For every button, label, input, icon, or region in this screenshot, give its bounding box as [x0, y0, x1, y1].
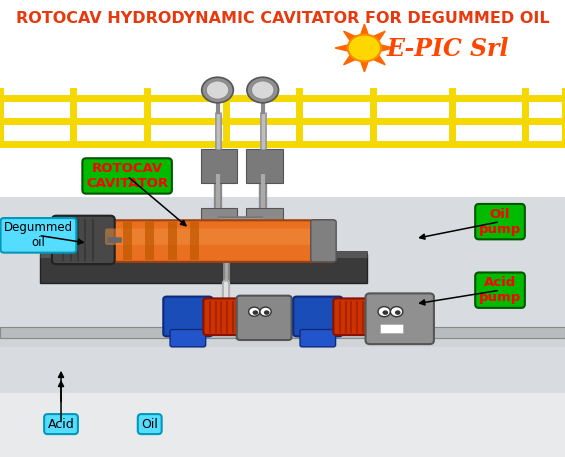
- Text: Degummed
oil: Degummed oil: [4, 221, 73, 250]
- Polygon shape: [380, 45, 394, 51]
- Polygon shape: [344, 31, 357, 42]
- FancyBboxPatch shape: [100, 220, 335, 262]
- Circle shape: [390, 307, 403, 317]
- FancyBboxPatch shape: [163, 297, 212, 336]
- Polygon shape: [360, 60, 368, 72]
- Text: E-PIC Srl: E-PIC Srl: [387, 37, 510, 61]
- Circle shape: [253, 310, 258, 315]
- FancyBboxPatch shape: [366, 293, 434, 344]
- Circle shape: [395, 310, 401, 315]
- Circle shape: [264, 310, 270, 315]
- Circle shape: [383, 310, 388, 315]
- FancyBboxPatch shape: [237, 296, 292, 340]
- Circle shape: [249, 307, 260, 316]
- FancyBboxPatch shape: [0, 32, 565, 206]
- FancyBboxPatch shape: [0, 327, 565, 338]
- FancyBboxPatch shape: [0, 336, 565, 347]
- Circle shape: [202, 77, 233, 103]
- FancyBboxPatch shape: [201, 208, 237, 249]
- Polygon shape: [372, 31, 385, 42]
- FancyBboxPatch shape: [246, 208, 282, 249]
- FancyBboxPatch shape: [246, 149, 282, 183]
- FancyBboxPatch shape: [105, 228, 330, 245]
- FancyBboxPatch shape: [52, 216, 115, 264]
- Polygon shape: [344, 54, 357, 65]
- Polygon shape: [335, 45, 349, 51]
- Text: ROTOCAV HYDRODYNAMIC CAVITATOR FOR DEGUMMED OIL: ROTOCAV HYDRODYNAMIC CAVITATOR FOR DEGUM…: [16, 11, 549, 27]
- Polygon shape: [372, 54, 385, 65]
- FancyBboxPatch shape: [170, 329, 206, 347]
- FancyBboxPatch shape: [201, 149, 237, 183]
- FancyBboxPatch shape: [293, 297, 342, 336]
- FancyBboxPatch shape: [168, 222, 177, 260]
- FancyBboxPatch shape: [190, 222, 199, 260]
- FancyBboxPatch shape: [300, 329, 336, 347]
- FancyBboxPatch shape: [40, 254, 367, 283]
- Circle shape: [247, 77, 279, 103]
- FancyBboxPatch shape: [311, 220, 336, 262]
- FancyBboxPatch shape: [145, 222, 154, 260]
- Text: Oil: Oil: [141, 418, 158, 430]
- Text: Oil
pump: Oil pump: [479, 207, 521, 236]
- Text: Acid: Acid: [47, 418, 75, 430]
- FancyBboxPatch shape: [123, 222, 132, 260]
- Text: ROTOCAV
CAVITATOR: ROTOCAV CAVITATOR: [86, 162, 168, 190]
- FancyBboxPatch shape: [203, 298, 246, 335]
- Polygon shape: [360, 24, 368, 36]
- Circle shape: [206, 81, 229, 99]
- Circle shape: [260, 307, 271, 316]
- FancyBboxPatch shape: [40, 251, 367, 258]
- FancyBboxPatch shape: [0, 393, 565, 457]
- Circle shape: [348, 35, 381, 61]
- Circle shape: [378, 307, 390, 317]
- Text: Acid
pump: Acid pump: [479, 276, 521, 304]
- FancyBboxPatch shape: [0, 197, 565, 402]
- Circle shape: [251, 81, 274, 99]
- FancyBboxPatch shape: [333, 298, 376, 335]
- FancyBboxPatch shape: [380, 324, 403, 333]
